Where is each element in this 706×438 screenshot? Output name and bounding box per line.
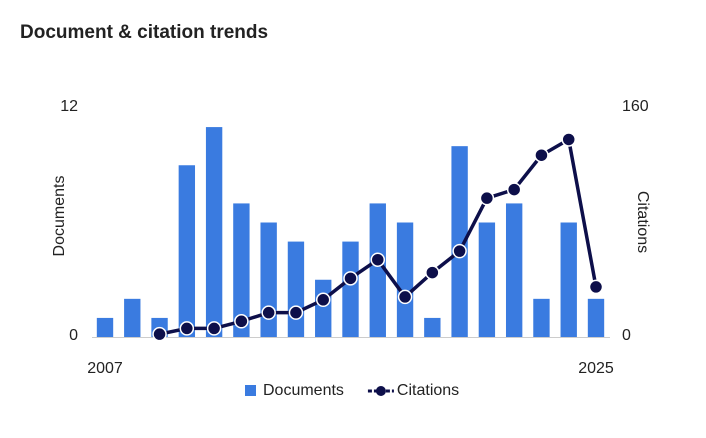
bar — [287, 241, 305, 337]
bar — [124, 298, 141, 337]
x-tick-label: 2007 — [87, 360, 123, 377]
bar — [424, 317, 441, 337]
bar — [505, 203, 523, 337]
bar — [315, 279, 332, 337]
bar — [205, 127, 223, 337]
line-point — [534, 147, 549, 163]
bar — [96, 317, 114, 337]
bar — [396, 222, 414, 337]
bar — [342, 241, 359, 337]
line-point — [315, 292, 331, 308]
legend-label: Documents — [263, 382, 344, 399]
bar — [451, 146, 468, 337]
line-point — [288, 305, 304, 320]
line-point — [343, 271, 358, 286]
y-tick-label: 12 — [60, 98, 78, 115]
line-point — [152, 326, 167, 342]
y2-axis-title: Citations — [634, 191, 651, 253]
bar — [369, 203, 386, 337]
bar — [560, 222, 577, 337]
line-point — [588, 279, 604, 295]
line-point — [452, 243, 467, 259]
bar — [533, 298, 550, 337]
line-point — [179, 321, 195, 336]
line-point — [370, 252, 386, 267]
line-point — [206, 321, 222, 336]
legend-label: Citations — [397, 382, 459, 399]
y-axis-title: Documents — [51, 176, 68, 257]
line-point — [234, 314, 249, 329]
y2-tick-label: 0 — [622, 327, 631, 344]
bar — [587, 298, 605, 337]
bar — [478, 222, 496, 337]
line-point — [425, 265, 440, 280]
bar — [178, 165, 196, 337]
line-point — [397, 289, 413, 305]
chart-title: Document & citation trends — [20, 22, 268, 43]
bar — [233, 203, 250, 337]
y-tick-label: 0 — [69, 327, 78, 344]
line-point — [479, 190, 495, 206]
line-point — [506, 182, 522, 197]
line-point — [561, 132, 576, 147]
legend-swatch — [375, 386, 386, 396]
x-tick-label: 2025 — [578, 360, 614, 377]
line-point — [261, 305, 276, 320]
legend-swatch — [245, 385, 256, 396]
y2-tick-label: 160 — [622, 98, 649, 115]
